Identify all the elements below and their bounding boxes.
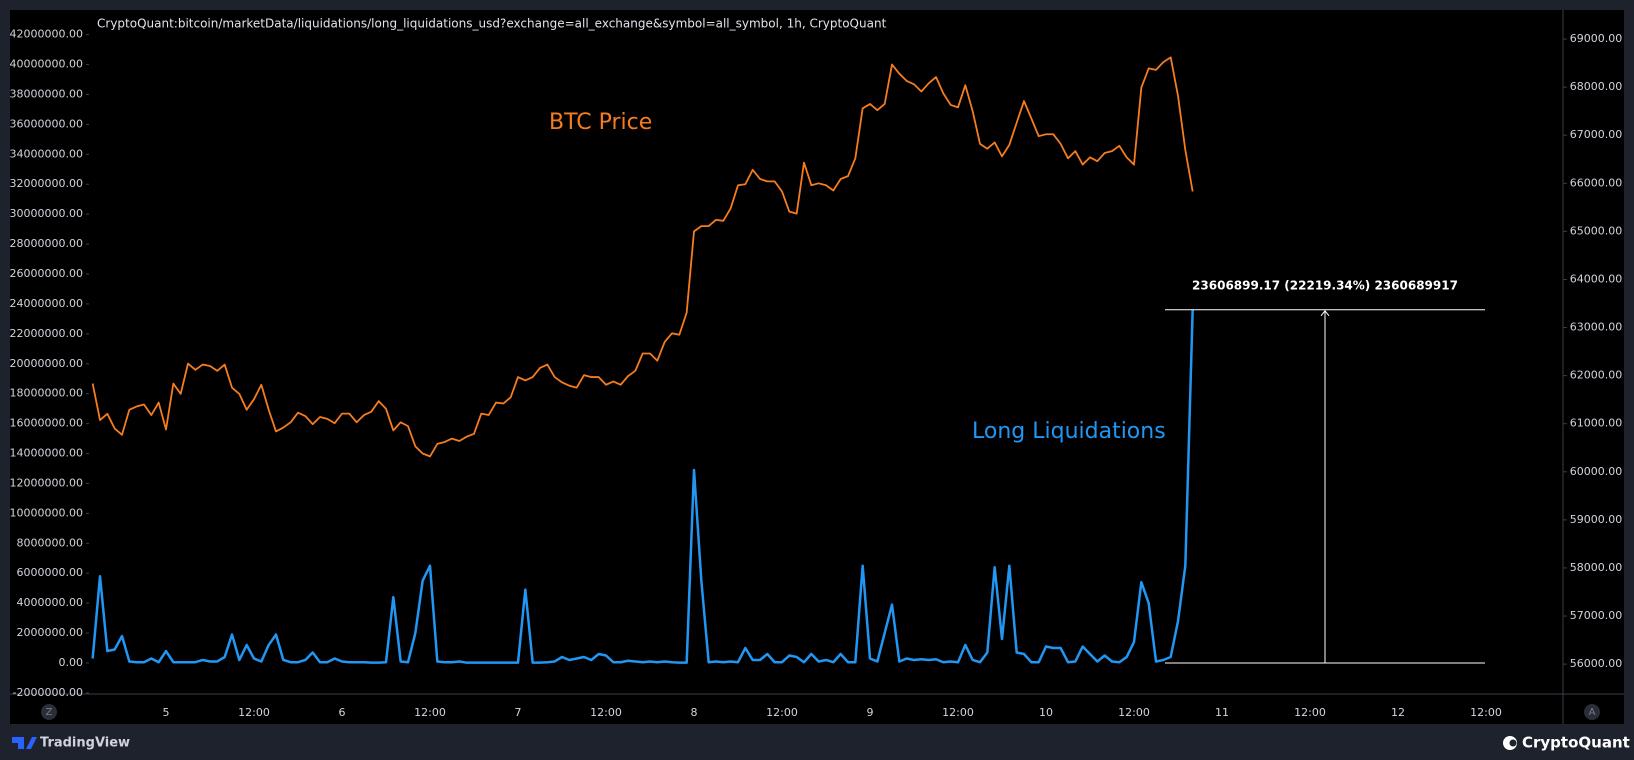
y2-tick-label: 69000.00 <box>1570 32 1623 45</box>
series-label: BTC Price <box>549 110 652 135</box>
x-tick-label: 12:00 <box>590 706 622 719</box>
y2-tick-label: 67000.00 <box>1570 128 1623 141</box>
y-tick-label: 40000000.00 <box>10 58 83 71</box>
y-tick-label: 6000000.00 <box>17 566 83 579</box>
x-tick-label: 12:00 <box>1118 706 1150 719</box>
y-tick-label: 12000000.00 <box>10 476 83 489</box>
x-tick-label: 12:00 <box>238 706 270 719</box>
x-tick-label: 8 <box>691 706 698 719</box>
y-tick-label: 4000000.00 <box>17 596 83 609</box>
y2-tick-label: 61000.00 <box>1570 417 1623 430</box>
x-tick-label: 12:00 <box>766 706 798 719</box>
measure-label: 23606899.17 (22219.34%) 2360689917 <box>1192 278 1458 292</box>
y2-tick-label: 58000.00 <box>1570 561 1623 574</box>
x-tick-label: 7 <box>515 706 522 719</box>
y-tick-label: 28000000.00 <box>10 237 83 250</box>
y2-tick-label: 62000.00 <box>1570 369 1623 382</box>
x-tick-label: 11 <box>1215 706 1229 719</box>
footer-left: TradingView <box>40 736 130 751</box>
y-tick-label: 14000000.00 <box>10 447 83 460</box>
y-tick-label: 22000000.00 <box>10 327 83 340</box>
y-tick-label: 42000000.00 <box>10 28 83 41</box>
y-tick-label: 2000000.00 <box>17 626 83 639</box>
scale-button-label[interactable]: Z <box>46 707 53 718</box>
y2-tick-label: 65000.00 <box>1570 224 1623 237</box>
x-tick-label: 12:00 <box>942 706 974 719</box>
footer-right: CryptoQuant <box>1522 734 1630 752</box>
y2-tick-label: 68000.00 <box>1570 80 1623 93</box>
y-tick-label: 24000000.00 <box>10 297 83 310</box>
scale-button-label[interactable]: A <box>1589 707 1596 718</box>
scale-button[interactable] <box>41 704 57 720</box>
y2-tick-label: 63000.00 <box>1570 321 1623 334</box>
y2-tick-label: 59000.00 <box>1570 513 1623 526</box>
y2-tick-label: 56000.00 <box>1570 657 1623 670</box>
series-label: Long Liquidations <box>972 419 1166 444</box>
x-tick-label: 5 <box>163 706 170 719</box>
y2-tick-label: 60000.00 <box>1570 465 1623 478</box>
cryptoquant-logo-hole <box>1509 739 1517 747</box>
y-tick-label: 10000000.00 <box>10 506 83 519</box>
scale-button[interactable] <box>1584 704 1600 720</box>
x-tick-label: 9 <box>867 706 874 719</box>
series-line <box>91 309 1194 664</box>
y2-tick-label: 57000.00 <box>1570 609 1623 622</box>
series-line <box>91 56 1194 458</box>
y-tick-label: 32000000.00 <box>10 177 83 190</box>
y-tick-label: 30000000.00 <box>10 207 83 220</box>
y-tick-label: -2000000.00 <box>13 686 83 699</box>
x-tick-label: 12:00 <box>414 706 446 719</box>
y-tick-label: 34000000.00 <box>10 147 83 160</box>
x-tick-label: 12:00 <box>1294 706 1326 719</box>
y-tick-label: 18000000.00 <box>10 387 83 400</box>
measure-arrowhead <box>1320 310 1330 317</box>
y-tick-label: 0.00 <box>59 656 84 669</box>
y2-tick-label: 66000.00 <box>1570 176 1623 189</box>
x-tick-label: 12:00 <box>1470 706 1502 719</box>
x-tick-label: 6 <box>339 706 346 719</box>
y-tick-label: 26000000.00 <box>10 267 83 280</box>
y2-tick-label: 64000.00 <box>1570 272 1623 285</box>
y-tick-label: 38000000.00 <box>10 87 83 100</box>
chart-title: CryptoQuant:bitcoin/marketData/liquidati… <box>97 17 887 31</box>
chart-panel <box>10 10 1624 724</box>
y-tick-label: 20000000.00 <box>10 357 83 370</box>
y-tick-label: 36000000.00 <box>10 117 83 130</box>
x-tick-label: 10 <box>1039 706 1053 719</box>
y-tick-label: 8000000.00 <box>17 536 83 549</box>
tradingview-logo <box>12 737 37 749</box>
y-tick-label: 16000000.00 <box>10 417 83 430</box>
x-tick-label: 12 <box>1391 706 1405 719</box>
